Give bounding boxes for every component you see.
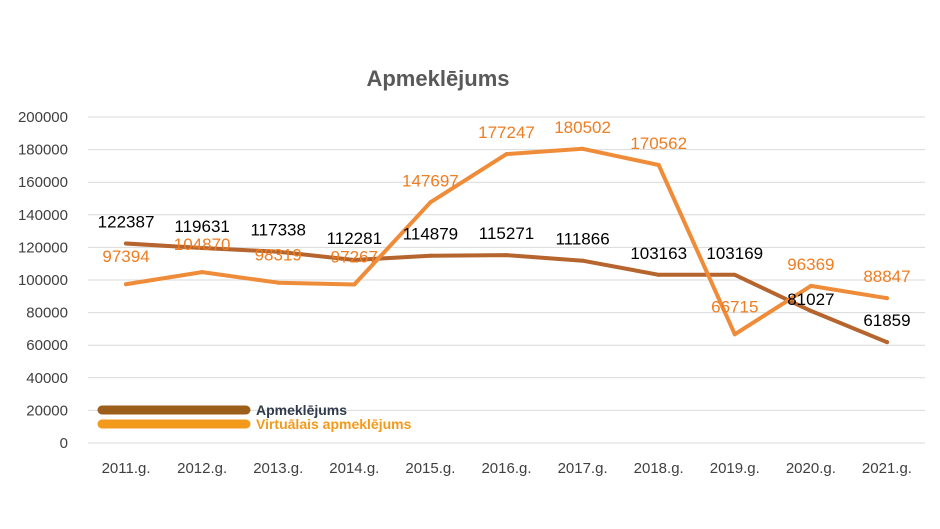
data-point [656, 162, 661, 167]
data-label: 97267 [331, 247, 378, 266]
x-tick-label: 2021.g. [862, 460, 912, 477]
data-point [732, 332, 737, 337]
data-label: 119631 [174, 217, 229, 236]
y-tick-label: 0 [60, 435, 68, 452]
data-point [580, 258, 585, 263]
y-tick-label: 80000 [26, 305, 68, 322]
x-tick-label: 2018.g. [634, 460, 684, 477]
data-label: 112281 [327, 229, 382, 248]
y-tick-label: 60000 [26, 337, 68, 354]
data-label: 147697 [402, 171, 459, 190]
data-label: 114879 [403, 225, 458, 244]
data-label: 122387 [98, 213, 155, 232]
data-label: 180502 [554, 118, 611, 137]
gridlines [88, 116, 925, 444]
data-point [732, 272, 737, 277]
x-tick-label: 2019.g. [710, 460, 760, 477]
data-label: 66715 [711, 297, 758, 316]
data-label: 170562 [630, 134, 687, 153]
x-axis-ticks: 2011.g. 2012.g. 2013.g. 2014.g. 2015.g. 2016.… [102, 460, 912, 477]
data-point [276, 280, 281, 285]
data-label: 177247 [478, 123, 535, 142]
y-axis-ticks: 0 20000 40000 60000 80000 100000 120000 140000 1… [18, 109, 68, 452]
data-label: 96369 [787, 255, 834, 274]
data-label: 81027 [787, 290, 834, 309]
data-label: 103163 [630, 244, 687, 263]
y-tick-label: 100000 [18, 272, 68, 289]
data-label: 61859 [863, 311, 910, 330]
data-label: 98319 [255, 246, 302, 265]
data-label: 88847 [863, 267, 910, 286]
data-label: 104870 [174, 235, 231, 254]
data-point [656, 272, 661, 277]
data-label: 111866 [555, 230, 609, 249]
data-point [808, 308, 813, 313]
data-point [504, 253, 509, 258]
data-point [428, 200, 433, 205]
x-tick-label: 2012.g. [177, 460, 227, 477]
data-point [352, 257, 357, 262]
series-lines [124, 146, 889, 345]
data-point [276, 249, 281, 254]
data-label: 97394 [102, 247, 149, 266]
chart-title: Apmeklējums [366, 66, 509, 91]
y-tick-label: 20000 [26, 402, 68, 419]
legend-label: Apmeklējums [256, 402, 347, 418]
data-point [808, 283, 813, 288]
y-tick-label: 40000 [26, 370, 68, 387]
data-point [200, 270, 205, 275]
data-point [352, 282, 357, 287]
y-tick-label: 180000 [18, 142, 68, 159]
y-tick-label: 200000 [18, 109, 68, 126]
data-label: 117338 [250, 221, 305, 240]
x-tick-label: 2016.g. [481, 460, 531, 477]
series-line-1 [124, 241, 889, 345]
data-label: 103169 [706, 244, 763, 263]
legend-label: Virtuālais apmeklējums [256, 416, 412, 432]
data-point [124, 241, 129, 246]
x-tick-label: 2015.g. [405, 460, 455, 477]
x-tick-label: 2014.g. [329, 460, 379, 477]
y-tick-label: 160000 [18, 174, 68, 191]
y-tick-label: 140000 [18, 207, 68, 224]
x-tick-label: 2017.g. [558, 460, 608, 477]
x-tick-label: 2013.g. [253, 460, 303, 477]
x-tick-label: 2020.g. [786, 460, 836, 477]
data-point [200, 246, 205, 251]
data-point [428, 253, 433, 258]
data-point [884, 340, 889, 345]
data-label: 115271 [479, 224, 534, 243]
y-tick-label: 120000 [18, 239, 68, 256]
x-tick-label: 2011.g. [102, 460, 151, 477]
data-point [124, 282, 129, 287]
data-point [580, 146, 585, 151]
data-labels: 122387 119631 117338 112281 114879 115271 1118… [98, 118, 911, 330]
data-point [504, 152, 509, 157]
data-point [884, 296, 889, 301]
